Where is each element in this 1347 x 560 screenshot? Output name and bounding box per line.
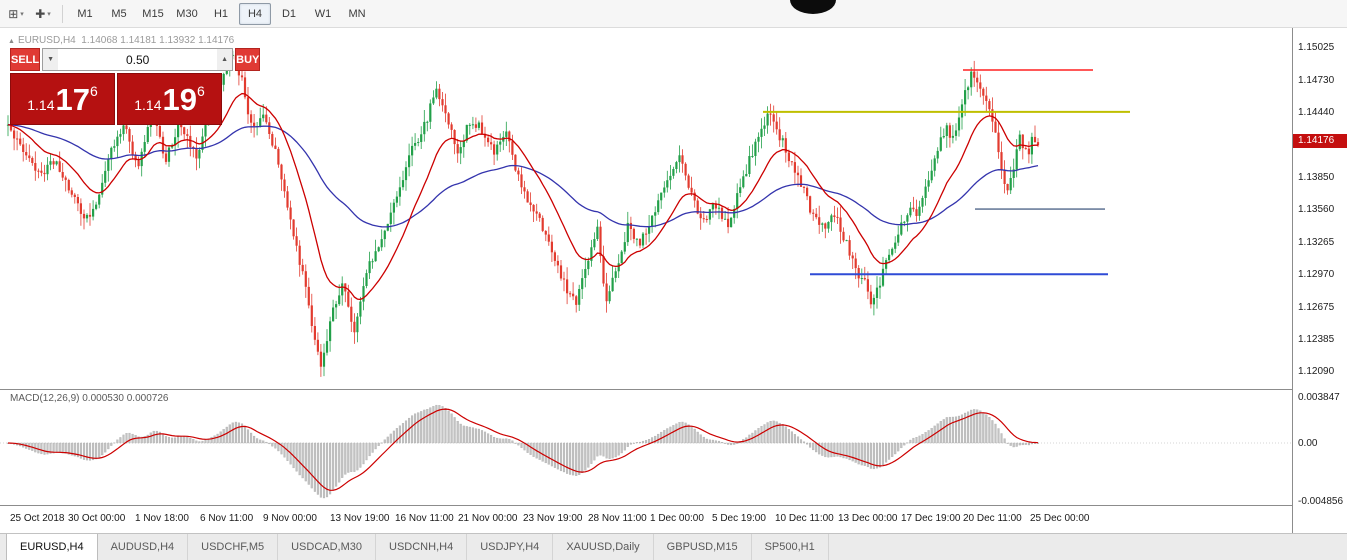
chart-tab-usdchf-m5[interactable]: USDCHF,M5 [188, 534, 278, 560]
volume-up-button[interactable]: ▲ [217, 49, 232, 70]
timeframe-d1[interactable]: D1 [273, 3, 305, 25]
price-axis-label: 1.12970 [1298, 269, 1334, 280]
time-axis-label: 21 Nov 00:00 [458, 513, 518, 524]
price-axis-label: 1.12090 [1298, 366, 1334, 377]
time-axis-label: 6 Nov 11:00 [200, 513, 253, 524]
time-axis-label: 30 Oct 00:00 [68, 513, 125, 524]
time-axis-label: 23 Nov 19:00 [523, 513, 583, 524]
price-axis-label: 1.12385 [1298, 334, 1334, 345]
macd-canvas[interactable] [0, 390, 1292, 505]
price-axis-label: 1.13560 [1298, 204, 1334, 215]
time-axis-label: 13 Nov 19:00 [330, 513, 390, 524]
one-click-trade-panel: SELL ▼ ▲ BUY 1.14 17 6 1.14 19 6 [10, 48, 222, 125]
mt4-window: ⊞▾✚▾ M1M5M15M30H1H4D1W1MN ▲EURUSD,H4 1.1… [0, 0, 1347, 560]
price-axis-label: 1.13850 [1298, 172, 1334, 183]
chart-tab-audusd-h4[interactable]: AUDUSD,H4 [98, 534, 189, 560]
timeframe-mn[interactable]: MN [341, 3, 373, 25]
time-axis-label: 13 Dec 00:00 [838, 513, 898, 524]
timeframe-m15[interactable]: M15 [137, 3, 169, 25]
crosshair-icon[interactable]: ✚▾ [30, 3, 56, 25]
macd-axis-label: 0.003847 [1298, 392, 1340, 403]
chart-tab-eurusd-h4[interactable]: EURUSD,H4 [6, 534, 98, 560]
dropdown-arrow-icon: ▾ [20, 10, 24, 18]
chart-tab-usdjpy-h4[interactable]: USDJPY,H4 [467, 534, 553, 560]
time-axis-label: 28 Nov 11:00 [588, 513, 647, 524]
chart-tab-sp500-h1[interactable]: SP500,H1 [752, 534, 829, 560]
sell-price-point: 6 [90, 83, 98, 99]
hlines-group[interactable] [763, 70, 1130, 274]
chart-symbol-label: ▲EURUSD,H4 1.14068 1.14181 1.13932 1.141… [8, 35, 234, 46]
buy-price-pips: 19 [162, 84, 196, 115]
sell-price-display[interactable]: 1.14 17 6 [10, 73, 115, 125]
time-axis-label: 10 Dec 11:00 [775, 513, 834, 524]
sell-button[interactable]: SELL [10, 48, 40, 71]
time-axis-label: 5 Dec 19:00 [712, 513, 766, 524]
timeframe-w1[interactable]: W1 [307, 3, 339, 25]
dropdown-arrow-icon: ▾ [47, 10, 51, 18]
timeframe-h1[interactable]: H1 [205, 3, 237, 25]
chart-toolbar: ⊞▾✚▾ M1M5M15M30H1H4D1W1MN [0, 0, 1347, 28]
price-axis-label: 1.14440 [1298, 107, 1334, 118]
price-axis-label: 1.13265 [1298, 237, 1334, 248]
price-axis-label: 1.15025 [1298, 42, 1334, 53]
timeframe-bar: M1M5M15M30H1H4D1W1MN [68, 3, 374, 25]
ohlc-values: 1.14068 1.14181 1.13932 1.14176 [81, 35, 234, 46]
time-axis-label: 17 Dec 19:00 [901, 513, 961, 524]
volume-down-button[interactable]: ▼ [43, 49, 58, 70]
timeframe-m1[interactable]: M1 [69, 3, 101, 25]
symbol-arrow-icon: ▲ [8, 38, 15, 45]
current-price-badge: 1.14176 [1293, 134, 1347, 148]
buy-button[interactable]: BUY [235, 48, 260, 71]
macd-separator [0, 505, 1347, 506]
chart-type-icon[interactable]: ⊞▾ [3, 3, 29, 25]
price-axis-label: 1.12675 [1298, 302, 1334, 313]
chart-tab-gbpusd-m15[interactable]: GBPUSD,M15 [654, 534, 752, 560]
chart-tab-usdcad-m30[interactable]: USDCAD,M30 [278, 534, 376, 560]
time-axis-label: 25 Dec 00:00 [1030, 513, 1090, 524]
volume-input[interactable] [58, 49, 217, 70]
macd-axis-label: -0.004856 [1298, 496, 1343, 507]
time-axis-label: 1 Dec 00:00 [650, 513, 704, 524]
toolbar-separator [62, 5, 63, 23]
timeframe-m30[interactable]: M30 [171, 3, 203, 25]
chart-tab-usdcnh-h4[interactable]: USDCNH,H4 [376, 534, 467, 560]
price-scale[interactable]: 1.14176 1.15025 1.14730 1.14440 1.13850 1.13… [1292, 28, 1347, 533]
time-scale[interactable]: 25 Oct 2018 30 Oct 00:00 1 Nov 18:00 6 Nov … [0, 506, 1292, 533]
time-axis-label: 9 Nov 00:00 [263, 513, 317, 524]
time-axis-label: 20 Dec 11:00 [963, 513, 1022, 524]
symbol-name: EURUSD,H4 [18, 35, 76, 46]
buy-price-point: 6 [197, 83, 205, 99]
macd-histogram [7, 405, 1039, 498]
pane-separator[interactable] [0, 389, 1347, 390]
sell-price-pips: 17 [55, 84, 89, 115]
price-axis-label: 1.14730 [1298, 75, 1334, 86]
time-axis-label: 16 Nov 11:00 [395, 513, 454, 524]
timeframe-m5[interactable]: M5 [103, 3, 135, 25]
buy-price-display[interactable]: 1.14 19 6 [117, 73, 222, 125]
time-axis-label: 1 Nov 18:00 [135, 513, 189, 524]
macd-axis-label: 0.00 [1298, 438, 1317, 449]
timeframe-h4[interactable]: H4 [239, 3, 271, 25]
price-chart-pane[interactable]: ▲EURUSD,H4 1.14068 1.14181 1.13932 1.141… [0, 28, 1292, 389]
macd-label: MACD(12,26,9) 0.000530 0.000726 [10, 393, 168, 404]
time-axis-label: 25 Oct 2018 [10, 513, 64, 524]
sell-price-base: 1.14 [27, 97, 54, 113]
chart-tab-xauusd-daily[interactable]: XAUUSD,Daily [553, 534, 653, 560]
chart-tab-bar: EURUSD,H4AUDUSD,H4USDCHF,M5USDCAD,M30USD… [0, 533, 1347, 560]
macd-indicator-pane[interactable]: MACD(12,26,9) 0.000530 0.000726 [0, 390, 1292, 505]
volume-stepper: ▼ ▲ [42, 48, 233, 71]
buy-price-base: 1.14 [134, 97, 161, 113]
